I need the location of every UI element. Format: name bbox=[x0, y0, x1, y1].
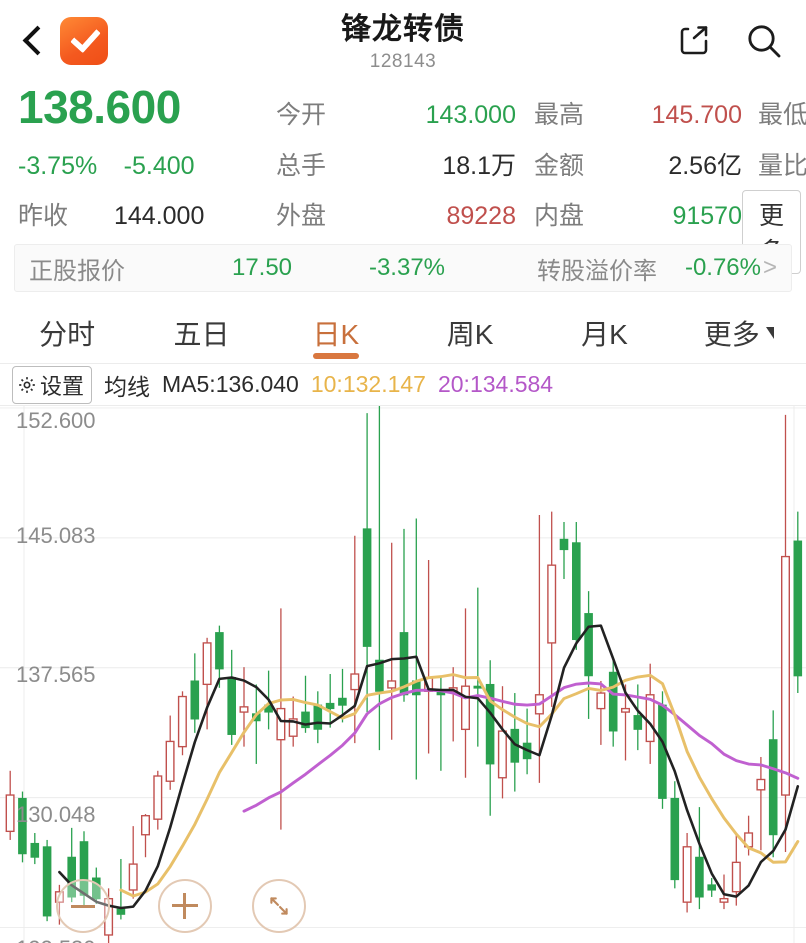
tab-more-label: 更多 bbox=[703, 318, 760, 350]
ma5-value: MA5:136.040 bbox=[162, 371, 299, 397]
settings-label: 设置 bbox=[40, 373, 85, 399]
quote-panel: 138.600 今开 143.000 最高 145.700 最低 138.600… bbox=[0, 81, 806, 274]
header-right-group bbox=[672, 19, 786, 63]
high-value: 145.700 bbox=[651, 101, 742, 129]
amount-label: 金额 bbox=[534, 152, 585, 180]
gear-icon bbox=[19, 376, 35, 393]
tab-more[interactable]: 更多 bbox=[672, 302, 806, 363]
underlying-change-percent: -3.37% bbox=[368, 254, 446, 281]
tab-weekly-k[interactable]: 周K bbox=[403, 302, 537, 363]
outer-volume-label: 外盘 bbox=[276, 202, 327, 230]
app-logo-check-icon[interactable] bbox=[60, 17, 108, 65]
chart-period-tabs: 分时 五日 日K 周K 月K 更多 bbox=[0, 302, 806, 364]
open-value: 143.000 bbox=[425, 101, 516, 129]
conversion-premium-value: -0.76% bbox=[684, 254, 761, 281]
share-icon[interactable] bbox=[672, 19, 716, 63]
tab-daily-k[interactable]: 日K bbox=[269, 302, 403, 363]
tab-intraday[interactable]: 分时 bbox=[0, 302, 134, 363]
outer-volume-value: 89228 bbox=[446, 202, 516, 230]
tab-monthly-k-label: 月K bbox=[581, 318, 628, 350]
security-code: 128143 bbox=[369, 51, 437, 72]
chevron-right-icon: > bbox=[762, 254, 777, 281]
low-label: 最低 bbox=[758, 101, 806, 129]
amount-value: 2.56亿 bbox=[668, 152, 742, 180]
header-left-group bbox=[20, 17, 108, 65]
high-label: 最高 bbox=[534, 101, 585, 129]
zoom-out-icon[interactable] bbox=[56, 879, 110, 933]
quote-row-tertiary: 昨收 144.000 外盘 89228 内盘 91570 更多 bbox=[18, 190, 802, 274]
change-percent: -3.75% bbox=[18, 152, 98, 180]
tab-monthly-k[interactable]: 月K bbox=[537, 302, 671, 363]
tab-daily-k-label: 日K bbox=[312, 318, 360, 350]
open-label: 今开 bbox=[276, 101, 327, 129]
moving-average-legend: 设置 均线 MA5:136.040 10:132.147 20:134.584 bbox=[0, 364, 806, 406]
back-chevron-icon[interactable] bbox=[20, 22, 46, 60]
page-title: 锋龙转债 bbox=[341, 13, 465, 46]
ma-group-label: 均线 bbox=[104, 373, 151, 400]
quote-row-secondary: -3.75% -5.400 总手 18.1万 金额 2.56亿 量比 0.66 bbox=[18, 146, 806, 190]
app-header: 锋龙转债 128143 bbox=[0, 0, 806, 82]
tab-weekly-k-label: 周K bbox=[446, 318, 494, 350]
underlying-stock-strip[interactable]: 正股报价 17.50 -3.37% 转股溢价率 -0.76% > bbox=[14, 244, 792, 292]
chart-zoom-controls bbox=[0, 867, 806, 937]
candlestick-chart[interactable]: 152.600 145.083 137.565 130.048 122.530 bbox=[0, 406, 806, 943]
quote-row-primary: 138.600 今开 143.000 最高 145.700 最低 138.600 bbox=[18, 81, 806, 146]
underlying-label: 正股报价 bbox=[29, 257, 125, 285]
prev-close-value: 144.000 bbox=[114, 202, 205, 230]
ma10-value: 10:132.147 bbox=[310, 371, 426, 397]
underlying-price: 17.50 bbox=[231, 254, 293, 281]
last-price: 138.600 bbox=[18, 81, 181, 133]
conversion-premium-label: 转股溢价率 bbox=[537, 257, 657, 285]
chevron-down-icon bbox=[765, 326, 774, 339]
inner-volume-label: 内盘 bbox=[534, 202, 585, 230]
ma20-value: 20:134.584 bbox=[437, 371, 554, 397]
tab-intraday-label: 分时 bbox=[39, 318, 96, 350]
volume-value: 18.1万 bbox=[442, 152, 516, 180]
prev-close-label: 昨收 bbox=[18, 202, 69, 230]
zoom-in-icon[interactable] bbox=[158, 879, 212, 933]
volume-ratio-label: 量比 bbox=[758, 152, 806, 180]
change-amount: -5.400 bbox=[123, 152, 195, 180]
inner-volume-value: 91570 bbox=[672, 202, 742, 230]
candlestick-chart-svg bbox=[0, 406, 806, 943]
search-icon[interactable] bbox=[742, 19, 786, 63]
fullscreen-expand-icon[interactable] bbox=[252, 879, 306, 933]
volume-label: 总手 bbox=[276, 152, 327, 180]
settings-button[interactable]: 设置 bbox=[12, 365, 93, 404]
tab-five-day-label: 五日 bbox=[173, 318, 230, 350]
tab-five-day[interactable]: 五日 bbox=[134, 302, 268, 363]
